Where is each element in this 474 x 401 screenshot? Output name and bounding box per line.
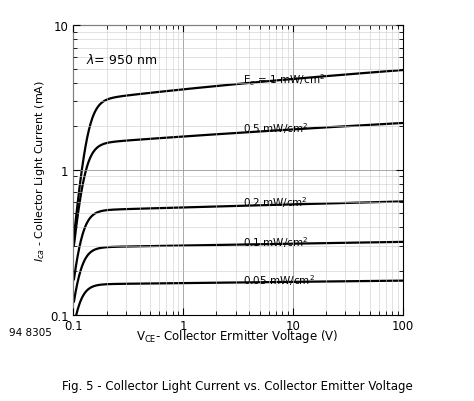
- Text: Fig. 5 - Collector Light Current vs. Collector Emitter Voltage: Fig. 5 - Collector Light Current vs. Col…: [62, 379, 412, 392]
- Text: 0.2 mW/cm$^2$: 0.2 mW/cm$^2$: [243, 195, 308, 210]
- Text: $\lambda$= 950 nm: $\lambda$= 950 nm: [86, 53, 157, 67]
- Text: 0.5 mW/cm$^2$: 0.5 mW/cm$^2$: [243, 121, 309, 136]
- Text: 0.1 mW/cm$^2$: 0.1 mW/cm$^2$: [243, 235, 309, 249]
- Text: 94 8305: 94 8305: [9, 327, 52, 337]
- Text: E$_e$ = 1 mW/cm$^2$: E$_e$ = 1 mW/cm$^2$: [243, 73, 325, 88]
- Text: V$_{\sf CE}$- Collector Ermitter Voltage (V): V$_{\sf CE}$- Collector Ermitter Voltage…: [136, 327, 338, 344]
- Y-axis label: $I_{ca}$ - Collector Light Current (mA): $I_{ca}$ - Collector Light Current (mA): [33, 80, 47, 261]
- Text: 0.05 mW/cm$^2$: 0.05 mW/cm$^2$: [243, 272, 315, 287]
